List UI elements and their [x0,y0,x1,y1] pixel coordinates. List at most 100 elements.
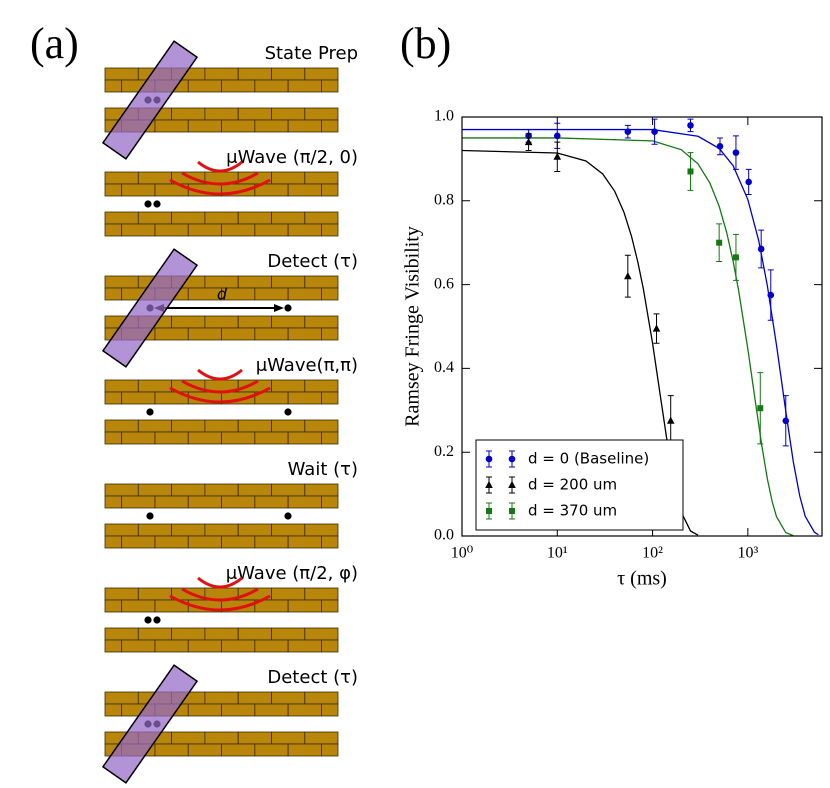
brick [204,419,239,433]
brick [137,523,173,537]
brick [204,315,239,329]
brick [271,483,306,497]
atom [146,512,154,520]
brick [204,107,239,121]
brick [254,79,289,93]
data-point [666,416,675,424]
atom [284,512,292,520]
brick [154,119,189,133]
brick [104,703,123,717]
x-tick-label: 10³ [737,545,758,562]
brick [254,431,289,445]
brick [321,79,339,93]
brick [271,419,306,433]
step-label: Detect (τ) [267,251,358,272]
brick [321,703,339,717]
brick [221,495,256,509]
brick [237,107,272,121]
brick [237,315,272,329]
brick [221,327,256,341]
brick [121,391,156,405]
brick [204,691,239,705]
brick [254,639,289,653]
atom [144,616,152,624]
brick [321,223,339,237]
data-point [745,178,752,186]
x-tick-label: 10² [642,545,663,562]
step-label: State Prep [265,43,358,64]
brick [321,599,339,613]
data-point [651,128,658,135]
brick [104,379,139,393]
brick [171,627,206,641]
brick [187,327,222,341]
atom [146,408,154,416]
data-point [732,149,740,156]
brick [321,183,339,197]
brick [204,731,239,745]
brick [104,67,139,81]
brick [137,627,173,641]
data-point [716,239,723,246]
diagram: State Prep μWave (π/2, 0) Detect (τ) d μWave… [101,40,358,784]
brick [271,315,306,329]
brick [304,523,339,537]
brick [104,495,123,509]
brick [204,211,239,225]
brick [304,419,339,433]
brick [104,171,139,185]
brick [287,79,322,93]
brick [321,535,339,549]
microwave-arc [169,178,271,196]
microwave-arc [197,160,243,173]
atom [284,408,292,416]
brick [137,211,173,225]
data-point [624,272,632,280]
brick [187,79,222,93]
brick [104,419,139,433]
brick [321,495,339,509]
brick [254,743,289,757]
brick [237,627,272,641]
brick [254,327,289,341]
laser-beam [101,248,199,368]
y-axis-label: Ramsey Fringe Visibility [402,226,424,427]
brick [221,431,256,445]
brick [254,223,289,237]
distance-label: d [217,285,228,304]
data-point [553,152,562,160]
plot-frame [461,116,823,537]
panel-label: (a) [30,19,79,68]
brick [304,627,339,641]
brick [287,639,322,653]
brick [187,119,222,133]
atom [153,616,161,624]
brick [121,495,156,509]
data-point [624,128,632,135]
brick [287,223,322,237]
brick [287,287,322,301]
brick [254,535,289,549]
step-label: Detect (τ) [267,667,358,688]
microwave-arc [197,576,243,589]
brick [304,107,339,121]
brick [221,223,256,237]
brick [104,483,139,497]
chart: 0.0 0.2 0.4 0.6 0.8 1.0 10⁰ 10¹ 10² 10³ τ (ms) Rams… [402,108,823,590]
brick [187,703,222,717]
brick [121,223,156,237]
brick [221,703,256,717]
legend-marker [486,508,492,514]
brick [304,587,339,601]
brick [104,211,139,225]
brick [187,639,222,653]
brick [121,183,156,197]
brick [221,639,256,653]
brick [121,535,156,549]
brick [221,119,256,133]
brick [254,287,289,301]
microwave-arc [181,171,259,186]
brick [154,743,189,757]
brick [254,495,289,509]
brick [271,523,306,537]
